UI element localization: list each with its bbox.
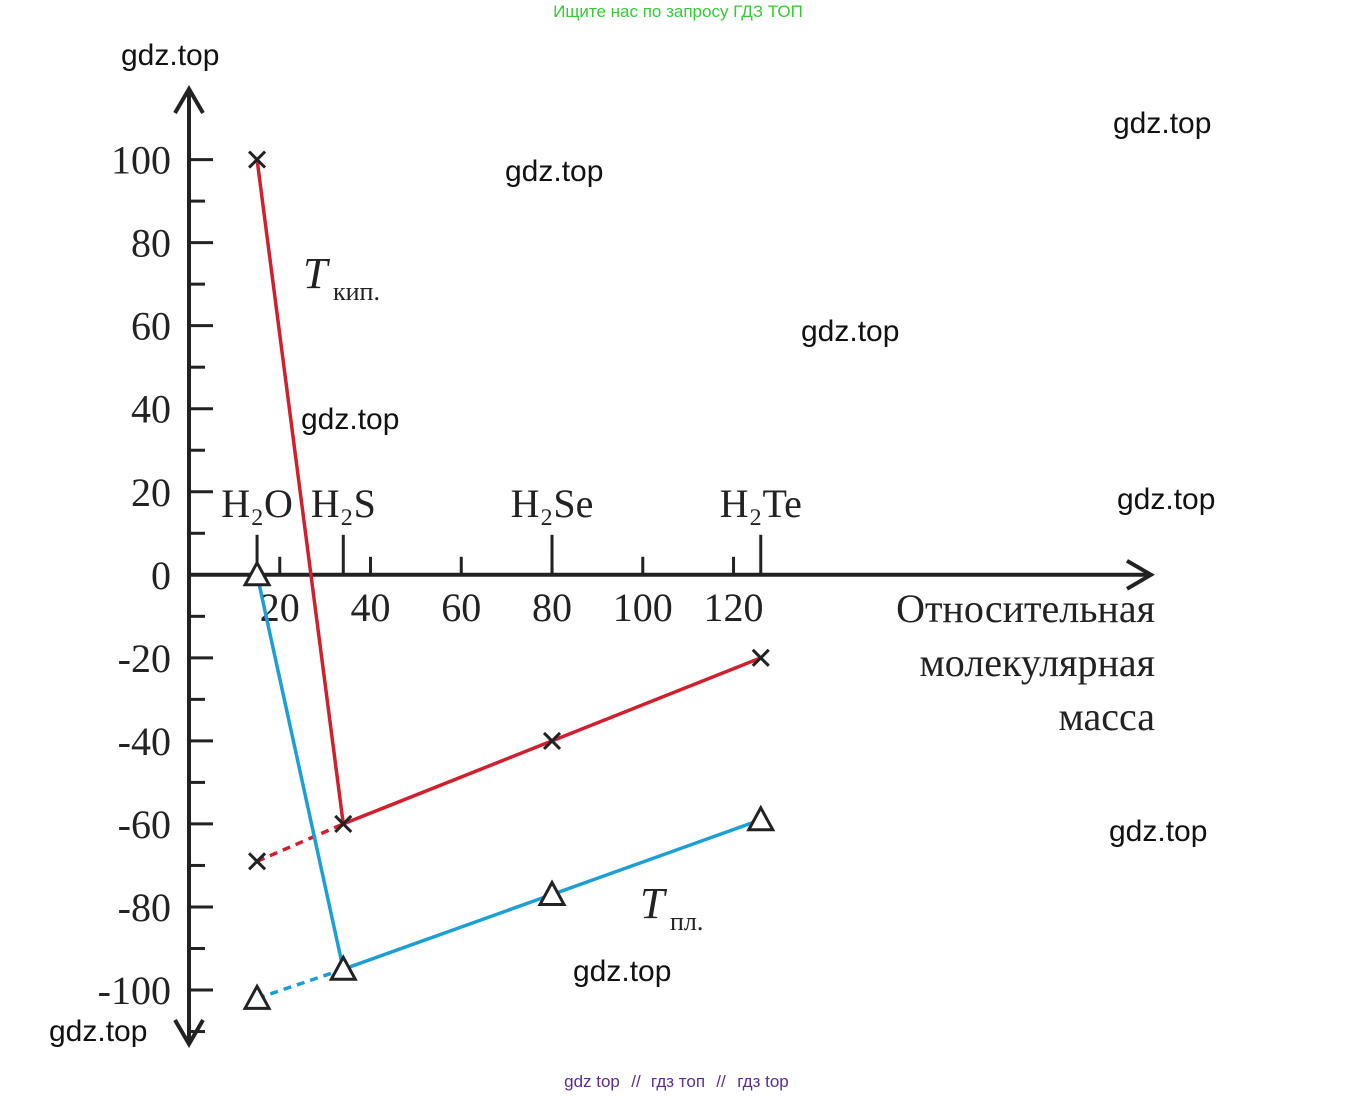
y-axis-arrow (173, 1018, 205, 1048)
marker (334, 814, 353, 833)
y-tick-label: 60 (131, 304, 171, 349)
x-axis-label: масса (1058, 694, 1155, 739)
y-tick-label: 40 (131, 387, 171, 432)
marker (542, 731, 562, 750)
x-tick-label: 80 (532, 585, 572, 630)
marker (746, 804, 776, 832)
series-label-sub: пл. (670, 907, 703, 936)
watermark: gdz.top (1109, 815, 1207, 848)
watermark: gdz.top (121, 39, 219, 72)
x-axis-label: молекулярная (919, 640, 1155, 685)
x-tick-label: 40 (351, 585, 391, 630)
watermark: gdz.top (49, 1015, 147, 1048)
footer-link[interactable]: гдз топ (651, 1072, 705, 1091)
y-tick-label: -100 (98, 968, 171, 1013)
marker (248, 150, 267, 169)
x-tick-label: 100 (613, 585, 673, 630)
header: Ищите нас по запросу ГДЗ ТОП (553, 2, 803, 21)
watermark: gdz.top (1113, 107, 1211, 140)
x-axis-arrow (1125, 559, 1155, 591)
y-tick-label: 20 (131, 470, 171, 515)
series-label: T (640, 879, 668, 928)
watermark: gdz.top (573, 955, 671, 988)
y-axis-arrow (173, 85, 205, 115)
series-line (255, 574, 762, 972)
category-label: H₂O (221, 481, 293, 526)
x-axis-label: Относительная (896, 586, 1155, 631)
extrapolation (256, 967, 344, 1000)
extrapolation (256, 822, 344, 863)
y-tick-label: 0 (151, 553, 171, 598)
marker (328, 954, 358, 981)
series-label: T (303, 249, 331, 298)
x-tick-label: 120 (704, 585, 764, 630)
x-tick-label: 60 (441, 585, 481, 630)
watermark: gdz.top (505, 155, 603, 188)
footer: gdz top // гдз топ // гдз top (564, 1072, 789, 1091)
y-tick-label: -20 (118, 636, 171, 681)
footer-link[interactable]: gdz top (564, 1072, 620, 1091)
marker (248, 852, 267, 871)
marker (537, 879, 567, 907)
footer-link[interactable]: гдз top (737, 1072, 789, 1091)
watermark: gdz.top (301, 403, 399, 436)
category-label: H₂S (311, 481, 376, 526)
y-tick-label: 80 (131, 221, 171, 266)
marker (751, 648, 770, 667)
series-label-sub: кип. (333, 277, 380, 306)
marker (242, 983, 272, 1010)
series-line (255, 159, 762, 827)
y-tick-label: -80 (118, 885, 171, 930)
footer-separator: // (716, 1072, 726, 1091)
watermark: gdz.top (1117, 483, 1215, 516)
category-label: H₂Te (720, 481, 802, 526)
y-tick-label: -60 (118, 802, 171, 847)
y-tick-label: -40 (118, 719, 171, 764)
category-label: H₂Se (511, 481, 594, 526)
y-tick-label: 100 (111, 138, 171, 183)
watermark: gdz.top (801, 315, 899, 348)
footer-separator: // (631, 1072, 641, 1091)
marker (242, 559, 272, 587)
